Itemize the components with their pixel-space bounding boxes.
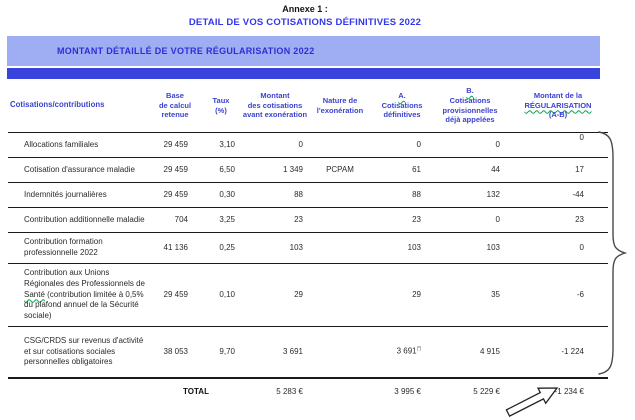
row-label: Contribution aux Unions Régionales des P…: [8, 268, 150, 322]
footnote-marker: (*): [416, 346, 422, 353]
header-cotisations: Cotisations/contributions: [10, 100, 105, 110]
cell-a: 61: [412, 164, 421, 174]
cell-b: 4 915: [479, 346, 500, 356]
cell-taux: 3,10: [219, 139, 235, 149]
header-b-prefix: B.: [466, 86, 474, 95]
total-label: TOTAL: [183, 386, 209, 396]
total-regularisation: -1 234 €: [554, 386, 584, 396]
cell-base: 38 053: [163, 346, 188, 356]
cell-base: 704: [174, 214, 188, 224]
header-reg-line1: Montant de la: [533, 90, 583, 100]
cell-base: 29 459: [163, 189, 188, 199]
blue-divider-bar: [7, 68, 600, 79]
cell-montant: 0: [298, 139, 303, 149]
cell-regularisation: -6: [576, 289, 584, 299]
header-montant-avant: Montant des cotisations avant exonératio…: [242, 90, 308, 120]
row-label: Allocations familiales: [24, 139, 99, 149]
cell-a: 88: [412, 189, 421, 199]
cell-a-value: 3 691: [396, 346, 417, 356]
row-label-part: Contribution aux Unions Régionales des P…: [24, 268, 145, 288]
row-label: Contribution formation professionnelle 2…: [24, 237, 103, 257]
cell-taux: 9,70: [219, 346, 235, 356]
table-row: Contribution aux Unions Régionales des P…: [8, 263, 608, 326]
total-montant: 5 283 €: [276, 386, 303, 396]
cell-taux: 0,25: [219, 242, 235, 252]
cell-montant: 23: [294, 214, 303, 224]
annexe-title: Annexe 1 :: [282, 4, 328, 14]
table-row: Contribution additionnelle maladie 704 3…: [8, 207, 608, 232]
total-a: 3 995 €: [394, 386, 421, 396]
header-base: Base de calcul retenue: [158, 90, 192, 120]
cell-regularisation: 23: [575, 214, 584, 224]
cell-montant: 103: [289, 242, 303, 252]
table-row: Allocations familiales 29 459 3,10 0 0 0…: [8, 132, 608, 157]
document-title: DETAIL DE VOS COTISATIONS DÉFINITIVES 20…: [188, 17, 422, 28]
cell-taux: 6,50: [219, 164, 235, 174]
cell-b: 103: [486, 242, 500, 252]
row-label: CSG/CRDS sur revenus d'activité et sur c…: [24, 335, 144, 367]
cell-base: 29 459: [163, 139, 188, 149]
total-b: 5 229 €: [473, 386, 500, 396]
cell-montant: 29: [294, 289, 303, 299]
cotisations-table: Cotisations/contributions Base de calcul…: [8, 79, 608, 405]
cell-montant: 1 349: [282, 164, 303, 174]
cell-regularisation: -44: [572, 189, 584, 199]
table-total-row: TOTAL 5 283 € 3 995 € 5 229 € -1 234 €: [8, 377, 608, 405]
header-a-label: Cotisations définitives: [381, 100, 423, 120]
regularisation-banner: MONTANT DÉTAILLÉ DE VOTRE RÉGULARISATION…: [7, 36, 600, 66]
cell-base: 29 459: [163, 289, 188, 299]
cell-a: 29: [412, 289, 421, 299]
row-label-part: (contribution limitée à 0,5% du plafond …: [24, 289, 144, 321]
row-label: Cotisation d'assurance maladie: [24, 164, 135, 174]
cell-base: 41 136: [163, 242, 188, 252]
cell-b: 0: [495, 214, 500, 224]
header-taux: Taux (%): [212, 95, 230, 115]
cell-a: 3 691(*): [372, 346, 432, 357]
row-label: Indemnités journalières: [24, 189, 107, 199]
header-reg-line3: (A-B): [548, 110, 568, 120]
row-label: Contribution additionnelle maladie: [24, 214, 145, 224]
table-row: Cotisation d'assurance maladie 29 459 6,…: [8, 157, 608, 182]
banner-title: MONTANT DÉTAILLÉ DE VOTRE RÉGULARISATION…: [57, 46, 315, 56]
cell-taux: 0,30: [219, 189, 235, 199]
cell-b: 132: [486, 189, 500, 199]
cell-b: 35: [491, 289, 500, 299]
header-reg-line2: RÉGULARISATION: [524, 100, 592, 110]
table-row: CSG/CRDS sur revenus d'activité et sur c…: [8, 326, 608, 377]
cell-b: 44: [491, 164, 500, 174]
cell-b: 0: [495, 139, 500, 149]
header-b-label: Cotisations provisionnelles déjà appelée…: [442, 95, 498, 125]
header-cotisations-definitives: A. Cotisations définitives: [372, 91, 432, 120]
header-regularisation: Montant de la RÉGULARISATION (A-B): [508, 91, 608, 120]
cell-regularisation: 0: [579, 242, 584, 252]
row-label-highlight: Santé: [24, 289, 45, 299]
cell-a: 23: [412, 214, 421, 224]
cell-taux: 3,25: [219, 214, 235, 224]
table-header-row: Cotisations/contributions Base de calcul…: [8, 79, 608, 132]
arrow-annotation: [505, 387, 559, 417]
cell-montant: 3 691: [282, 346, 303, 356]
table-row: Contribution formation professionnelle 2…: [8, 232, 608, 263]
cell-regularisation: 17: [575, 164, 584, 174]
cell-taux: 0,10: [219, 289, 235, 299]
curly-brace-annotation: [598, 131, 628, 375]
table-row: Indemnités journalières 29 459 0,30 88 8…: [8, 182, 608, 207]
cell-base: 29 459: [163, 164, 188, 174]
cell-nature: PCPAM: [326, 164, 354, 174]
document-titles: Annexe 1 : DETAIL DE VOS COTISATIONS DÉF…: [0, 0, 610, 28]
cell-regularisation: 0: [579, 132, 584, 142]
cell-a: 0: [416, 139, 421, 149]
header-cotisations-provisionnelles: B. Cotisations provisionnelles déjà appel…: [432, 86, 508, 125]
header-a-prefix: A.: [398, 90, 406, 100]
cell-a: 103: [407, 242, 421, 252]
cell-montant: 88: [294, 189, 303, 199]
cell-regularisation: -1 224: [561, 346, 584, 356]
header-nature: Nature de l'exonération: [316, 95, 364, 115]
